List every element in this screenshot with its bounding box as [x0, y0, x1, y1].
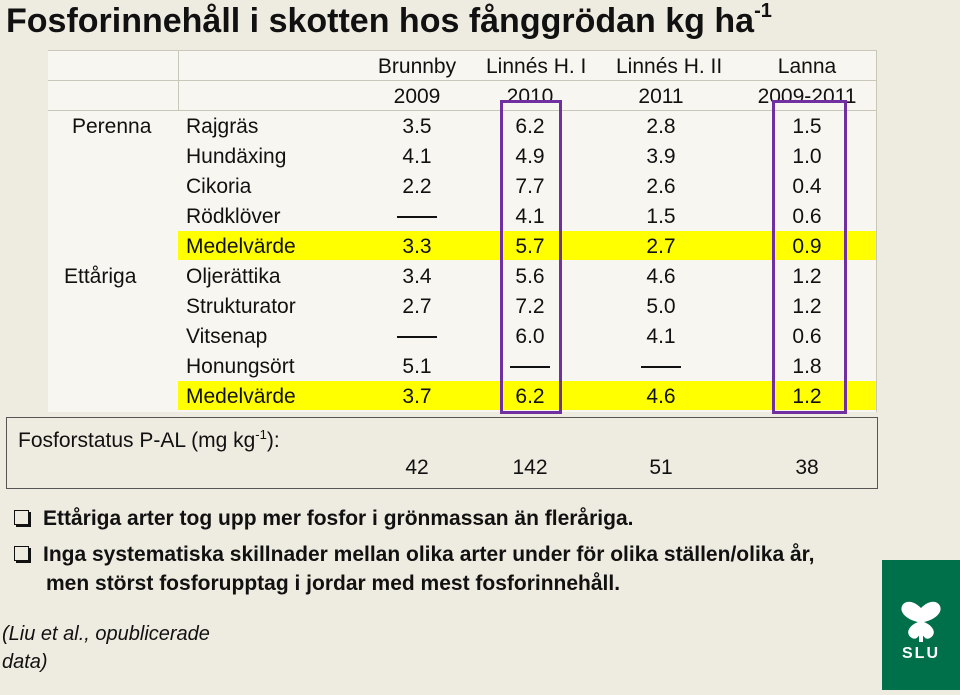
table-cell: 5.6 [515, 265, 545, 288]
table-cell: 1.2 [792, 265, 822, 288]
table-cell: 2.6 [646, 175, 676, 198]
highlight-mean-ettariga [178, 381, 876, 410]
group-label-perenna: Perenna [72, 115, 152, 138]
row-label: Vitsenap [186, 325, 268, 348]
dash-icon [510, 366, 550, 369]
row-label: Honungsört [186, 355, 295, 378]
col-years: 2011 [638, 85, 684, 108]
row-label: Strukturator [186, 295, 296, 318]
slu-logo: SLU [882, 560, 960, 690]
table-cell: 1.5 [646, 205, 676, 228]
bullet-item: Inga systematiska skillnader mellan olik… [14, 543, 815, 567]
table-cell [373, 202, 461, 232]
table-cell: 4.6 [646, 265, 676, 288]
table-cell: 5.1 [402, 355, 432, 378]
table-cell: 2.2 [402, 175, 432, 198]
table-cell: 0.4 [792, 175, 822, 198]
table-cell: 3.3 [402, 235, 432, 258]
row-label: Medelvärde [186, 235, 296, 258]
table-cell: 5.7 [515, 235, 545, 258]
col-site: Lanna [777, 55, 837, 78]
table-cell: 0.6 [792, 205, 822, 228]
table-cell: 4.6 [646, 385, 676, 408]
table-cell: 3.9 [646, 145, 676, 168]
fosforstatus-value: 142 [512, 456, 548, 479]
highlight-box-lanna [772, 100, 847, 414]
source-citation: (Liu et al., opublicerade data) [2, 623, 210, 673]
grid-line [876, 50, 877, 412]
table-cell: 6.2 [515, 385, 545, 408]
page-title: Fosforinnehåll i skotten hos fånggrödan … [6, 0, 772, 40]
grid-line [178, 50, 179, 110]
grid-line [48, 80, 876, 81]
table-cell: 4.9 [515, 145, 545, 168]
slu-leaf-icon: SLU [901, 601, 941, 662]
table-cell: 3.4 [402, 265, 432, 288]
fosforstatus-value: 51 [649, 456, 673, 479]
table-cell: 1.8 [792, 355, 822, 378]
grid-line [48, 110, 876, 111]
highlight-box-linnes-h-i [500, 100, 562, 414]
dash-icon [397, 336, 437, 339]
table-cell: 1.2 [792, 295, 822, 318]
table-cell: 4.1 [402, 145, 432, 168]
row-label: Rajgräs [186, 115, 259, 138]
col-site: Linnés H. I [486, 55, 587, 78]
table-cell: 7.7 [515, 175, 545, 198]
row-label: Hundäxing [186, 145, 287, 168]
table-cell: 2.7 [646, 235, 676, 258]
bullet-continuation: men störst fosforupptag i jordar med mes… [46, 572, 621, 595]
row-label: Rödklöver [186, 205, 281, 228]
table-cell: 1.5 [792, 115, 822, 138]
table-cell: 3.5 [402, 115, 432, 138]
table-cell: 7.2 [515, 295, 545, 318]
table-cell [486, 352, 574, 382]
row-label: Medelvärde [186, 385, 296, 408]
table-cell [616, 352, 706, 382]
bullet-item: Ettåriga arter tog upp mer fosfor i grön… [14, 507, 633, 531]
highlight-mean-perenna [178, 231, 876, 260]
fosforstatus-label: Fosforstatus P-AL (mg kg-1): [18, 427, 280, 452]
table-cell [373, 322, 461, 352]
fosforstatus-box [6, 417, 878, 489]
col-site: Brunnby [377, 55, 457, 78]
dash-icon [641, 366, 681, 369]
table-cell: 2.7 [402, 295, 432, 318]
grid-line [48, 50, 876, 51]
checkbox-bullet-icon [14, 545, 29, 561]
svg-text:SLU: SLU [902, 645, 940, 662]
fosforstatus-value: 42 [405, 456, 429, 479]
table-cell: 3.7 [402, 385, 432, 408]
col-years: 2009 [393, 85, 441, 108]
group-label-ettariga: Ettåriga [64, 265, 137, 288]
table-cell: 1.0 [792, 145, 822, 168]
table-cell: 4.1 [515, 205, 545, 228]
table-cell: 2.8 [646, 115, 676, 138]
table-cell: 1.2 [792, 385, 822, 408]
row-label: Oljerättika [186, 265, 281, 288]
checkbox-bullet-icon [14, 509, 29, 525]
table-cell: 0.9 [792, 235, 822, 258]
fosforstatus-value: 38 [795, 456, 819, 479]
row-label: Cikoria [186, 175, 252, 198]
table-cell: 0.6 [792, 325, 822, 348]
col-site: Linnés H. II [616, 55, 723, 78]
table-cell: 6.2 [515, 115, 545, 138]
table-cell: 5.0 [646, 295, 676, 318]
table-cell: 6.0 [515, 325, 545, 348]
dash-icon [397, 216, 437, 219]
table-cell: 4.1 [646, 325, 676, 348]
